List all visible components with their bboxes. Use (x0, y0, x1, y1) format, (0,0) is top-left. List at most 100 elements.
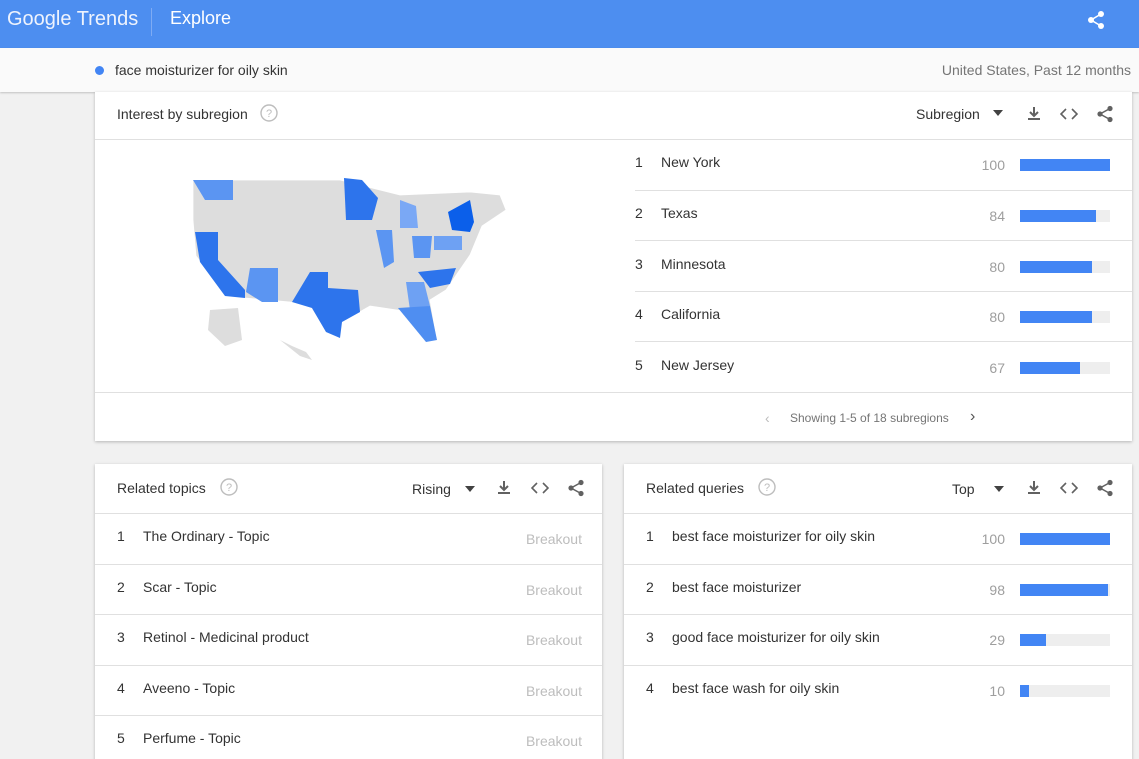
row-value: 98 (989, 581, 1005, 598)
divider (624, 513, 1132, 514)
row-label: best face moisturizer for oily skin (672, 528, 876, 545)
rank: 3 (635, 255, 643, 272)
row-label: best face wash for oily skin (672, 679, 840, 696)
bar-track (1020, 583, 1110, 596)
row-value: Breakout (525, 733, 582, 750)
row-value: 10 (989, 682, 1005, 699)
row-label: good face moisturizer for oily skin (672, 629, 880, 646)
card-title: Related topics (117, 480, 206, 496)
row-label: Perfume - Topic (143, 730, 241, 747)
share-button[interactable] (1096, 105, 1114, 123)
rank: 2 (117, 578, 125, 595)
download-button[interactable] (1025, 105, 1043, 123)
share-button[interactable] (1086, 10, 1106, 30)
rank: 1 (635, 154, 643, 171)
embed-button[interactable] (531, 479, 549, 497)
top-bar (0, 0, 1139, 48)
rank: 4 (117, 679, 125, 696)
bar-track (1020, 533, 1110, 546)
share-button[interactable] (567, 479, 585, 497)
next-page[interactable]: › (970, 408, 976, 425)
search-scope: United States, Past 12 months (941, 62, 1131, 78)
divider (95, 392, 1132, 393)
value-bar (1020, 684, 1029, 697)
term-dot (95, 66, 104, 75)
download-button[interactable] (1025, 479, 1043, 497)
download-button[interactable] (495, 479, 513, 497)
logo[interactable]: Google Trends (7, 8, 139, 30)
divider (635, 290, 1132, 292)
row-value: 100 (981, 157, 1005, 174)
help-icon[interactable] (220, 478, 238, 496)
dropdown[interactable]: Top (952, 481, 975, 497)
search-bar (0, 48, 1139, 92)
divider (624, 614, 1132, 615)
row-label: The Ordinary - Topic (143, 528, 270, 545)
value-bar (1020, 533, 1110, 546)
row-label: New York (661, 154, 721, 171)
value-bar (1020, 260, 1092, 273)
row-label: Retinol - Medicinal product (143, 629, 309, 646)
row-value: 67 (989, 359, 1005, 376)
rank: 5 (635, 356, 643, 373)
bar-track (1020, 361, 1110, 374)
help-icon[interactable] (758, 478, 776, 496)
divider (95, 614, 602, 615)
divider (95, 513, 602, 514)
value-bar (1020, 583, 1109, 596)
divider (635, 341, 1132, 343)
row-value: 80 (989, 309, 1005, 326)
rank: 3 (646, 629, 654, 646)
bar-track (1020, 311, 1110, 324)
row-label: best face moisturizer (672, 578, 802, 595)
value-bar (1020, 311, 1092, 324)
row-label: Minnesota (661, 255, 726, 272)
dropdown-arrow[interactable] (465, 486, 475, 494)
row-value: 80 (989, 258, 1005, 275)
divider (95, 563, 602, 565)
queries-card (624, 464, 1132, 759)
divider (624, 664, 1132, 666)
row-label: Aveeno - Topic (143, 679, 236, 696)
rank: 4 (646, 679, 654, 696)
value-bar (1020, 159, 1110, 172)
dropdown[interactable]: Rising (412, 481, 451, 497)
row-label: Scar - Topic (143, 578, 217, 595)
rank: 4 (635, 306, 643, 323)
divider (95, 139, 1132, 140)
card-title: Related queries (646, 480, 745, 496)
embed-button[interactable] (1060, 105, 1078, 123)
dropdown[interactable]: Subregion (916, 106, 980, 122)
value-bar (1020, 361, 1081, 374)
row-value: 29 (989, 632, 1005, 649)
prev-page[interactable]: ‹ (765, 410, 770, 426)
divider (635, 240, 1132, 242)
bar-track (1020, 634, 1110, 647)
row-value: 84 (989, 207, 1005, 224)
rank: 3 (117, 629, 125, 646)
row-label: Texas (661, 204, 698, 221)
embed-button[interactable] (1060, 479, 1078, 497)
row-value: 100 (981, 531, 1005, 548)
rank: 5 (117, 730, 125, 747)
divider (624, 563, 1132, 565)
card-title: Interest by subregion (117, 106, 248, 122)
divider (95, 664, 602, 666)
bar-track (1020, 159, 1110, 172)
row-label: California (661, 306, 721, 323)
help-icon[interactable] (260, 104, 278, 122)
rank: 2 (646, 578, 654, 595)
row-value: Breakout (525, 581, 582, 598)
value-bar (1020, 634, 1047, 647)
value-bar (1020, 209, 1096, 222)
separator (151, 8, 152, 36)
rank: 1 (117, 528, 125, 545)
bar-track (1020, 209, 1110, 222)
row-label: New Jersey (661, 356, 735, 373)
dropdown-arrow[interactable] (993, 110, 1003, 118)
search-term[interactable]: face moisturizer for oily skin (115, 62, 288, 78)
dropdown-arrow[interactable] (994, 486, 1004, 494)
divider (635, 189, 1132, 191)
row-value: Breakout (525, 682, 582, 699)
share-button[interactable] (1096, 479, 1114, 497)
